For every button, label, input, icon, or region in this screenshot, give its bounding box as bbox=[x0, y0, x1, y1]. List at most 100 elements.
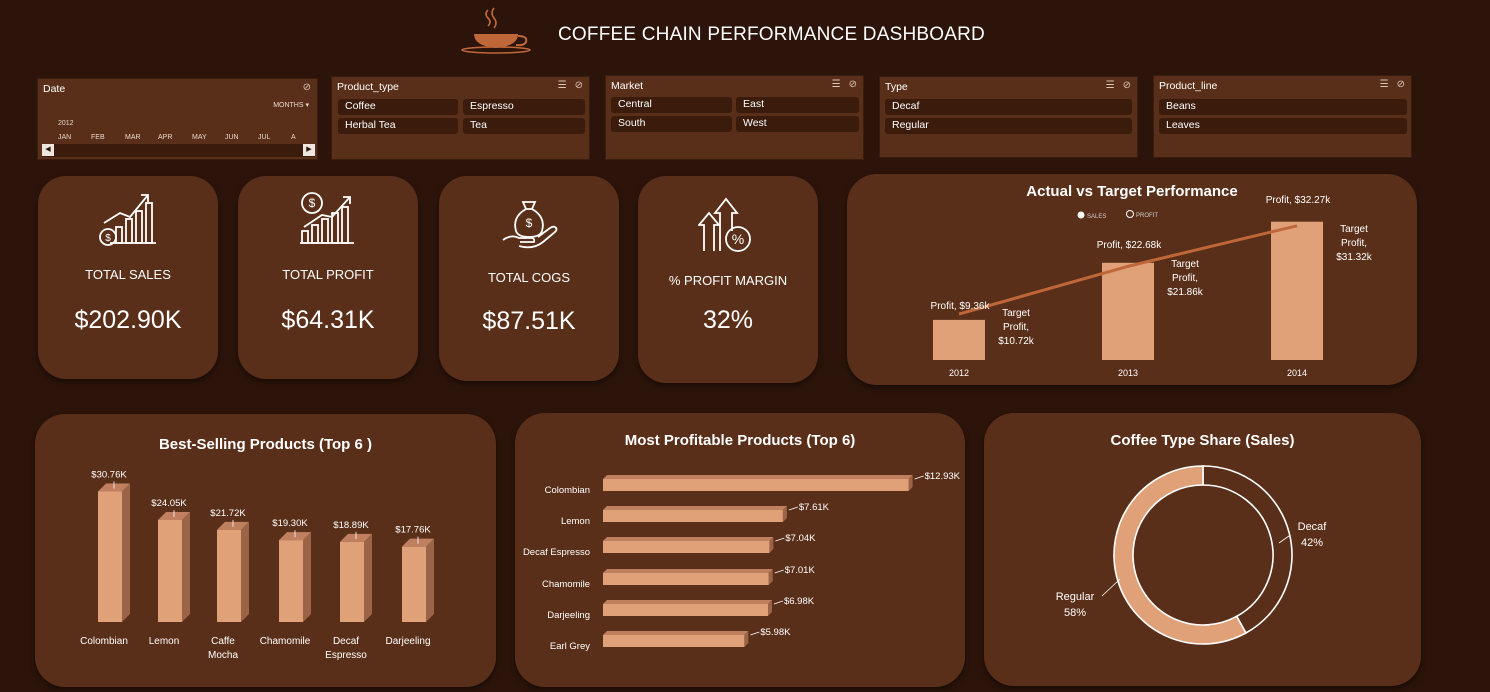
bar-value-label: $7.61K bbox=[799, 502, 830, 513]
slice-label: Regular bbox=[1056, 591, 1095, 603]
multi-select-icon[interactable]: ☰ bbox=[831, 79, 841, 90]
bar-side bbox=[908, 475, 913, 491]
multi-select-icon[interactable]: ☰ bbox=[557, 80, 567, 91]
period-selector[interactable]: MONTHS ▾ bbox=[273, 102, 309, 109]
slicer-item-west[interactable]: West bbox=[736, 116, 859, 132]
timeline-track[interactable] bbox=[42, 144, 315, 157]
timeline-month[interactable]: JAN bbox=[58, 134, 72, 141]
slicer-item-tea[interactable]: Tea bbox=[463, 118, 585, 134]
product-bar bbox=[603, 541, 770, 553]
bar-value-label: $24.05K bbox=[151, 498, 187, 509]
product-bar bbox=[603, 604, 768, 616]
best-selling-svg: $30.76K Colombian $24.05K Lemon $21.72K Caffe… bbox=[80, 470, 434, 661]
x-tick-label: Darjeeling bbox=[385, 636, 430, 647]
bar-side bbox=[364, 533, 372, 622]
actual-vs-target-chart: Actual vs Target Performance SALES PROFIT… bbox=[847, 174, 1417, 385]
label-leader-line bbox=[1101, 578, 1121, 597]
clear-filter-icon[interactable]: ⊘ bbox=[1122, 80, 1131, 91]
target-data-label: Profit, bbox=[1003, 322, 1029, 333]
chart-title: Coffee Type Share (Sales) bbox=[1110, 432, 1295, 449]
slicer-item-decaf[interactable]: Decaf bbox=[885, 99, 1132, 115]
timeline-month[interactable]: A bbox=[291, 134, 296, 141]
y-tick-label: Earl Grey bbox=[550, 641, 590, 652]
x-tick-label: Colombian bbox=[80, 636, 128, 647]
slicer-item-leaves[interactable]: Leaves bbox=[1159, 118, 1407, 134]
timeline-month[interactable]: FEB bbox=[91, 134, 105, 141]
profit-data-label: Profit, $9.36k bbox=[931, 301, 991, 312]
timeline-month[interactable]: JUN bbox=[225, 134, 239, 141]
slice-value-label: 58% bbox=[1064, 607, 1086, 619]
timeline-month[interactable]: JUL bbox=[258, 134, 271, 141]
clear-filter-icon[interactable]: ⊘ bbox=[302, 82, 311, 93]
slicer-item-east[interactable]: East bbox=[736, 97, 859, 113]
legend-profit-label: PROFIT bbox=[1136, 213, 1158, 219]
slicer-item-south[interactable]: South bbox=[611, 116, 732, 132]
svg-text:$: $ bbox=[526, 216, 533, 230]
product-bar bbox=[603, 510, 783, 522]
kpi-label: TOTAL PROFIT bbox=[282, 267, 374, 282]
slicer-item-coffee[interactable]: Coffee bbox=[338, 99, 458, 115]
bar-side bbox=[768, 569, 773, 585]
label-leader-line bbox=[750, 631, 760, 636]
slice-value-label: 42% bbox=[1301, 537, 1323, 549]
kpi-label: % PROFIT MARGIN bbox=[668, 273, 788, 288]
percent-arrows-icon: % bbox=[698, 197, 751, 252]
profit-data-label: Profit, $22.68k bbox=[1097, 240, 1162, 251]
clear-filter-icon[interactable]: ⊘ bbox=[1396, 79, 1405, 90]
timeline-month[interactable]: MAR bbox=[125, 134, 141, 141]
kpi-label: TOTAL SALES bbox=[85, 267, 171, 282]
scroll-right-icon[interactable]: ▶ bbox=[303, 144, 315, 156]
clear-filter-icon[interactable]: ⊘ bbox=[848, 79, 857, 90]
bar-value-label: $12.93K bbox=[925, 471, 961, 482]
timeline-month[interactable]: MAY bbox=[192, 134, 207, 141]
slicer-item-herbal-tea[interactable]: Herbal Tea bbox=[338, 118, 458, 134]
bar-side bbox=[182, 511, 190, 622]
profit-bar bbox=[933, 319, 985, 360]
actual-vs-target-svg: SALES PROFIT 2012 2013 2014 Profit, $9.36k Pro… bbox=[931, 195, 1373, 378]
label-leader-line bbox=[914, 475, 924, 480]
bar-top bbox=[603, 631, 749, 635]
multi-select-icon[interactable]: ☰ bbox=[1379, 79, 1389, 90]
slicer-item-beans[interactable]: Beans bbox=[1159, 99, 1407, 115]
x-tick-label: 2012 bbox=[949, 368, 969, 378]
bar-value-label: $5.98K bbox=[760, 627, 791, 638]
scroll-left-icon[interactable]: ◀ bbox=[42, 144, 54, 156]
timeline-year: 2012 bbox=[58, 120, 74, 127]
product-bar bbox=[402, 546, 426, 622]
timeline-month[interactable]: APR bbox=[158, 134, 173, 141]
x-tick-label: Lemon bbox=[149, 636, 180, 647]
svg-text:%: % bbox=[732, 231, 744, 247]
svg-text:$: $ bbox=[309, 196, 316, 210]
kpi-total-profit: $ TOTAL PROFIT $64.31K bbox=[238, 176, 418, 379]
label-leader-line bbox=[774, 569, 784, 574]
clear-filter-icon[interactable]: ⊘ bbox=[574, 80, 583, 91]
bar-top bbox=[603, 506, 787, 510]
profit-bar bbox=[1102, 262, 1154, 360]
kpi-total-cogs: $ TOTAL COGS $87.51K bbox=[439, 176, 619, 381]
bar-side bbox=[303, 532, 311, 622]
product-bar bbox=[158, 519, 182, 622]
slicer-item-central[interactable]: Central bbox=[611, 97, 732, 113]
target-data-label: $31.32k bbox=[1336, 252, 1373, 263]
bar-value-label: $19.30K bbox=[272, 518, 308, 529]
date-slicer[interactable]: Date ⊘ MONTHS ▾ 2012 JAN FEB MAR APR MAY JUN J… bbox=[37, 78, 318, 160]
kpi-label: TOTAL COGS bbox=[487, 270, 571, 285]
bar-value-label: $7.04K bbox=[785, 533, 816, 544]
slicer-item-regular[interactable]: Regular bbox=[885, 118, 1132, 134]
y-tick-label: Chamomile bbox=[542, 579, 590, 590]
target-data-label: $21.86k bbox=[1167, 287, 1204, 298]
slicer-item-espresso[interactable]: Espresso bbox=[463, 99, 585, 115]
multi-select-icon[interactable]: ☰ bbox=[1105, 80, 1115, 91]
bar-value-label: $6.98K bbox=[784, 596, 815, 607]
chart-title: Most Profitable Products (Top 6) bbox=[624, 432, 856, 449]
coffee-cup-logo-icon bbox=[461, 7, 531, 54]
legend-sales-marker bbox=[1077, 211, 1085, 219]
coffee-type-share-svg: Decaf 42% Regular 58% bbox=[1056, 465, 1327, 645]
chart-title: Best-Selling Products (Top 6 ) bbox=[158, 436, 373, 453]
product-type-slicer: Product_type ☰ ⊘ Coffee Espresso Herbal T… bbox=[331, 76, 590, 160]
bar-value-label: $17.76K bbox=[395, 525, 431, 536]
target-data-label: Profit, bbox=[1172, 273, 1198, 284]
bar-value-label: $30.76K bbox=[91, 470, 127, 481]
product-bar bbox=[98, 491, 122, 622]
kpi-value: $202.90K bbox=[74, 306, 182, 334]
